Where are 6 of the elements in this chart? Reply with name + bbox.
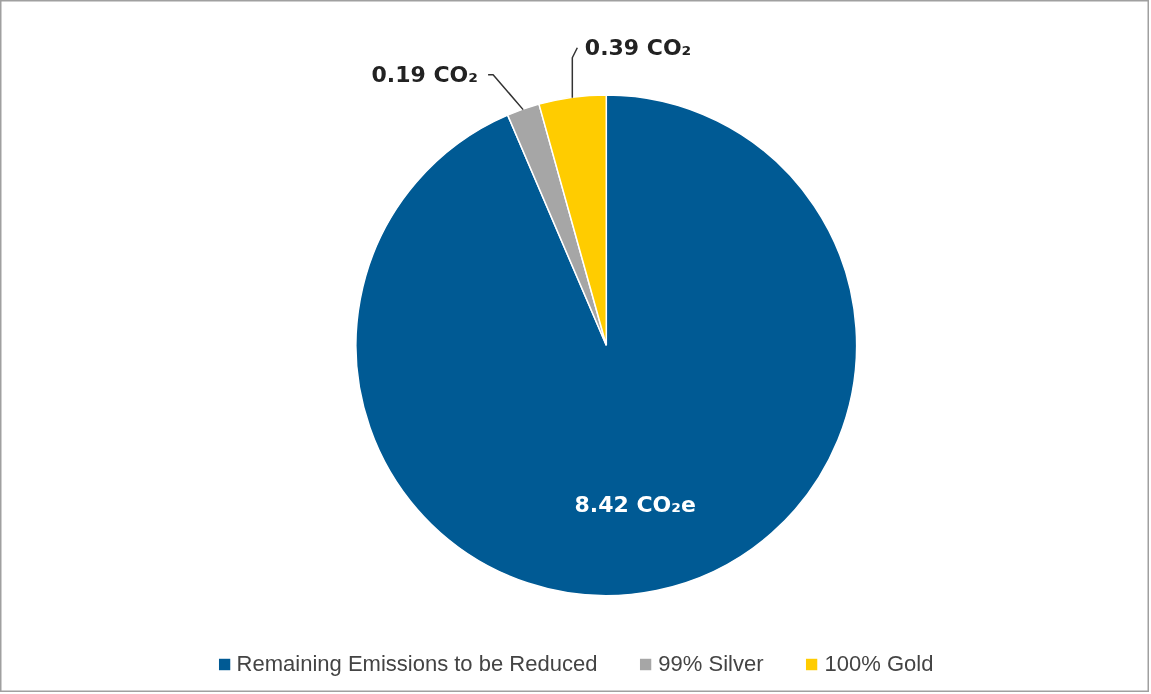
legend-label: Remaining Emissions to be Reduced: [236, 651, 598, 677]
data-label: 8.42 CO₂e: [574, 491, 696, 517]
legend-label: 100% Gold: [824, 651, 934, 677]
legend-label: 99% Silver: [658, 651, 764, 677]
data-label: 0.39 CO₂: [584, 35, 692, 61]
data-label: 0.19 CO₂: [371, 62, 478, 88]
